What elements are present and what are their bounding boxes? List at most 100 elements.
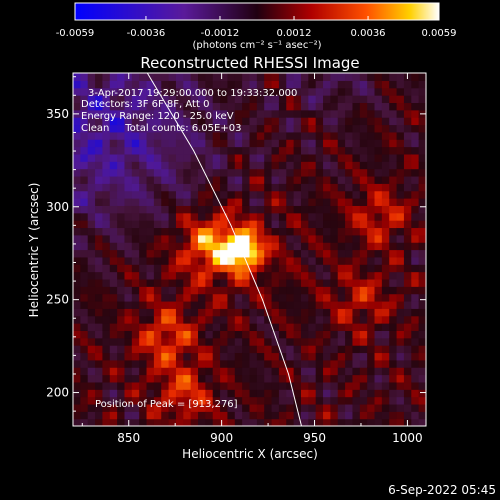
heatmap-cell	[411, 315, 420, 324]
heatmap-cell	[146, 256, 155, 265]
heatmap-cell	[146, 234, 155, 243]
heatmap-cell	[381, 271, 390, 280]
heatmap-cell	[337, 374, 346, 383]
heatmap-cell	[227, 308, 236, 317]
heatmap-cell	[359, 293, 368, 302]
heatmap-cell	[374, 124, 383, 133]
heatmap-cell	[95, 131, 104, 140]
heatmap-cell	[389, 190, 398, 199]
heatmap-cell	[190, 153, 199, 162]
heatmap-cell	[293, 183, 302, 192]
heatmap-cell	[87, 183, 96, 192]
heatmap-cell	[153, 183, 162, 192]
heatmap-cell	[278, 403, 287, 412]
heatmap-cell	[124, 256, 133, 265]
heatmap-cell	[161, 396, 170, 405]
heatmap-cell	[315, 323, 324, 331]
heatmap-cell	[242, 286, 251, 295]
heatmap-cell	[308, 411, 317, 420]
heatmap-cell	[109, 293, 118, 302]
heatmap-cell	[300, 139, 309, 148]
heatmap-cell	[330, 220, 339, 229]
heatmap-cell	[367, 95, 376, 104]
heatmap-cell	[102, 205, 111, 214]
heatmap-cell	[337, 168, 346, 177]
heatmap-cell	[183, 330, 192, 339]
heatmap-cell	[146, 102, 155, 111]
heatmap-cell	[411, 249, 420, 258]
heatmap-cell	[293, 396, 302, 405]
heatmap-cell	[323, 286, 331, 295]
heatmap-cell	[286, 73, 295, 81]
heatmap-cell	[109, 367, 118, 376]
y-tick-label: 300	[46, 200, 69, 214]
heatmap-cell	[190, 396, 199, 405]
heatmap-cell	[198, 95, 206, 104]
heatmap-cell	[418, 403, 426, 412]
heatmap-cell	[161, 337, 170, 346]
heatmap-cell	[345, 308, 354, 317]
heatmap-cell	[220, 396, 229, 405]
heatmap-cell	[352, 198, 361, 206]
heatmap-cell	[139, 146, 148, 155]
heatmap-cell	[315, 293, 324, 302]
heatmap-cell	[227, 234, 236, 243]
heatmap-cell	[256, 367, 265, 376]
heatmap-cell	[352, 161, 361, 170]
heatmap-cell	[146, 300, 155, 309]
heatmap-cell	[153, 323, 162, 331]
heatmap-cell	[374, 131, 383, 140]
heatmap-cell	[212, 418, 221, 426]
heatmap-cell	[367, 396, 376, 405]
heatmap-cell	[198, 183, 206, 192]
heatmap-cell	[146, 264, 155, 273]
heatmap-cell	[249, 205, 258, 214]
heatmap-cell	[146, 315, 155, 324]
heatmap-cell	[337, 359, 346, 368]
heatmap-cell	[249, 153, 258, 162]
heatmap-cell	[161, 73, 170, 81]
heatmap-cell	[242, 175, 251, 184]
heatmap-cell	[396, 374, 405, 383]
heatmap-cell	[212, 389, 221, 398]
heatmap-cell	[345, 278, 354, 287]
heatmap-cell	[227, 87, 236, 96]
heatmap-cell	[227, 396, 236, 405]
heatmap-cell	[139, 286, 148, 295]
heatmap-cell	[183, 278, 192, 287]
heatmap-cell	[403, 345, 412, 354]
heatmap-cell	[249, 146, 258, 155]
heatmap-cell	[256, 337, 265, 346]
heatmap-cell	[87, 278, 96, 287]
heatmap-cell	[102, 359, 111, 368]
solar-limb-curve	[146, 73, 302, 426]
heatmap-cell	[345, 124, 354, 133]
heatmap-cell	[352, 271, 361, 280]
heatmap-cell	[161, 175, 170, 184]
heatmap-cell	[308, 175, 317, 184]
heatmap-cell	[293, 308, 302, 317]
heatmap-cell	[220, 190, 229, 199]
heatmap-cell	[389, 80, 398, 89]
heatmap-cell	[139, 153, 148, 162]
heatmap-cell	[256, 80, 265, 89]
heatmap-cell	[264, 352, 273, 361]
heatmap-cell	[139, 352, 148, 361]
heatmap-cell	[286, 205, 295, 214]
heatmap-cell	[411, 359, 420, 368]
heatmap-cell	[117, 352, 126, 361]
heatmap-cell	[381, 124, 390, 133]
heatmap-cell	[359, 102, 368, 111]
heatmap-cell	[249, 175, 258, 184]
heatmap-cell	[323, 352, 331, 361]
heatmap-cell	[153, 80, 162, 89]
heatmap-cell	[286, 271, 295, 280]
heatmap-cell	[345, 418, 354, 426]
heatmap-cell	[359, 242, 368, 251]
heatmap-cell	[80, 80, 89, 89]
heatmap-cell	[396, 367, 405, 376]
heatmap-cell	[330, 367, 339, 376]
heatmap-cell	[300, 175, 309, 184]
heatmap-cell	[249, 198, 258, 206]
heatmap-cell	[124, 367, 133, 376]
